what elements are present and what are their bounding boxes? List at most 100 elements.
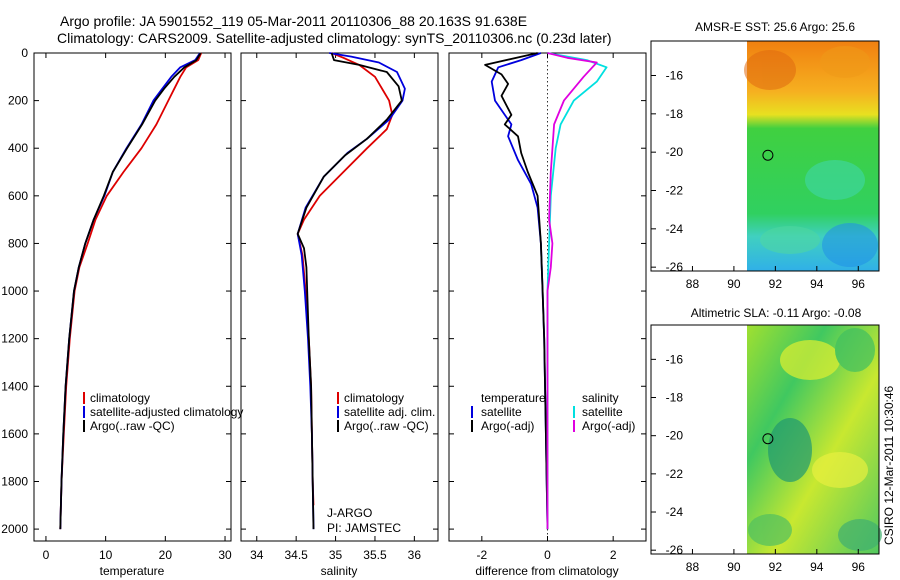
salinity-axes-box — [240, 52, 439, 542]
sla-ticks: 88 90 92 94 96 -16 -18 -20 -22 -24 -26 — [651, 352, 865, 574]
difference-panel: -2 0 2 difference from climatology tempera… — [448, 52, 647, 578]
map-x-tick-label: 96 — [852, 560, 866, 574]
series-sal-satellite — [546, 52, 608, 530]
legend-argo: Argo(..raw -QC) — [90, 419, 175, 433]
legend-temp-satellite: satellite — [481, 405, 522, 419]
sla-axes-box — [650, 324, 880, 555]
x-tick-label: 34 — [250, 548, 264, 562]
difference-xlabel: difference from climatology — [475, 564, 618, 578]
temperature-lines — [59, 52, 203, 530]
sla-argo-marker — [762, 433, 774, 445]
figure-title-line2: Climatology: CARS2009. Satellite-adjuste… — [57, 30, 612, 46]
sla-blob-mid3 — [838, 519, 882, 551]
series-temp-satellite — [490, 52, 549, 530]
y-tick-label: 0 — [21, 46, 28, 60]
temperature-axes-box — [33, 52, 232, 542]
y-tick-label: 800 — [8, 236, 28, 250]
figure-title-line1: Argo profile: JA 5901552_119 05-Mar-2011… — [60, 13, 527, 29]
legend-climatology: climatology — [90, 391, 150, 405]
map-y-tick-label: -16 — [666, 69, 684, 83]
csiro-stamp: CSIRO 12-Mar-2011 10:30:46 — [882, 385, 896, 545]
sla-map-title: Altimetric SLA: -0.11 Argo: -0.08 — [691, 306, 862, 320]
map-x-tick-label: 88 — [686, 560, 700, 574]
sst-blob-teal — [805, 160, 865, 200]
legend-temp-argo: Argo(-adj) — [481, 419, 534, 433]
series-climatology — [59, 52, 203, 530]
series-temp-argo — [484, 52, 549, 530]
map-x-tick-label: 88 — [686, 277, 700, 291]
difference-lines — [484, 52, 608, 530]
temperature-panel: 0 10 20 30 0 200 400 600 800 1000 1200 1400 1600 1800… — [1, 46, 243, 578]
map-x-tick-label: 94 — [810, 560, 824, 574]
x-tick-label: 10 — [99, 548, 113, 562]
sst-blob-warm2 — [820, 46, 870, 78]
pi-label: PI: JAMSTEC — [327, 521, 401, 535]
sst-blob-warm — [744, 50, 796, 90]
sst-map-panel: AMSR-E SST: 25.6 Argo: 25.6 88 90 92 94 96 -1… — [650, 20, 880, 291]
sla-texture — [748, 328, 882, 551]
map-y-tick-label: -24 — [666, 222, 684, 236]
legend-sal-satellite: satellite — [582, 405, 623, 419]
map-x-tick-label: 90 — [727, 560, 741, 574]
x-tick-label: 0 — [544, 548, 551, 562]
y-tick-label: 400 — [8, 141, 28, 155]
y-tick-label: 1600 — [1, 427, 28, 441]
map-y-tick-label: -22 — [666, 467, 684, 481]
sst-texture — [744, 46, 878, 267]
jargo-label: J-ARGO — [327, 506, 372, 520]
y-tick-label: 600 — [8, 189, 28, 203]
map-y-tick-label: -20 — [666, 429, 684, 443]
temperature-ticks: 0 10 20 30 0 200 400 600 800 1000 1200 1400 1600 1800… — [1, 46, 232, 562]
map-x-tick-label: 94 — [810, 277, 824, 291]
map-y-tick-label: -26 — [666, 543, 684, 557]
y-tick-label: 2000 — [1, 522, 28, 536]
series-argo — [59, 52, 202, 530]
sst-blob-cool — [822, 223, 878, 267]
legend-climatology: climatology — [344, 391, 404, 405]
series-sal-argo — [546, 52, 598, 530]
sst-axes-box — [650, 40, 880, 272]
map-y-tick-label: -18 — [666, 391, 684, 405]
sst-argo-marker — [762, 149, 774, 161]
sla-blob-low — [768, 418, 812, 482]
sla-blob-mid2 — [748, 514, 792, 546]
legend-title-salinity: salinity — [582, 391, 619, 405]
temperature-legend: climatology satellite-adjusted climatolo… — [83, 391, 243, 433]
difference-legend: temperature satellite Argo(-adj) salinit… — [471, 391, 635, 433]
map-y-tick-label: -20 — [666, 145, 684, 159]
salinity-lines — [296, 52, 406, 530]
x-tick-label: 20 — [159, 548, 173, 562]
map-y-tick-label: -22 — [666, 184, 684, 198]
y-tick-label: 200 — [8, 94, 28, 108]
legend-satellite: satellite adj. clim. — [344, 405, 435, 419]
map-x-tick-label: 96 — [852, 277, 866, 291]
sla-blob-high2 — [812, 452, 868, 488]
series-satellite — [59, 52, 201, 530]
x-tick-label: 35.5 — [363, 548, 387, 562]
x-tick-label: 35 — [329, 548, 343, 562]
temperature-xlabel: temperature — [100, 564, 165, 578]
map-x-tick-label: 92 — [769, 560, 783, 574]
legend-title-temperature: temperature — [481, 391, 546, 405]
x-tick-label: 34.5 — [284, 548, 308, 562]
map-y-tick-label: -24 — [666, 505, 684, 519]
y-tick-label: 1000 — [1, 284, 28, 298]
sst-map-title: AMSR-E SST: 25.6 Argo: 25.6 — [695, 20, 855, 34]
sst-blob-cool2 — [760, 226, 820, 254]
x-tick-label: -2 — [476, 548, 487, 562]
difference-ticks: -2 0 2 — [449, 52, 646, 562]
x-tick-label: 2 — [610, 548, 617, 562]
x-tick-label: 0 — [43, 548, 50, 562]
y-tick-label: 1200 — [1, 332, 28, 346]
legend-argo: Argo(..raw -QC) — [344, 419, 429, 433]
legend-satellite: satellite-adjusted climatology — [90, 405, 243, 419]
salinity-ticks: 34 34.5 35 35.5 36 — [241, 52, 438, 562]
series-argo — [296, 52, 403, 530]
sst-ticks: 88 90 92 94 96 -16 -18 -20 -22 -24 -26 — [651, 69, 866, 291]
salinity-panel: 34 34.5 35 35.5 36 salinity climatology sate… — [240, 52, 439, 578]
salinity-legend: climatology satellite adj. clim. Argo(..… — [327, 391, 435, 535]
sla-blob-high — [780, 340, 840, 380]
salinity-xlabel: salinity — [321, 564, 358, 578]
x-tick-label: 30 — [218, 548, 232, 562]
